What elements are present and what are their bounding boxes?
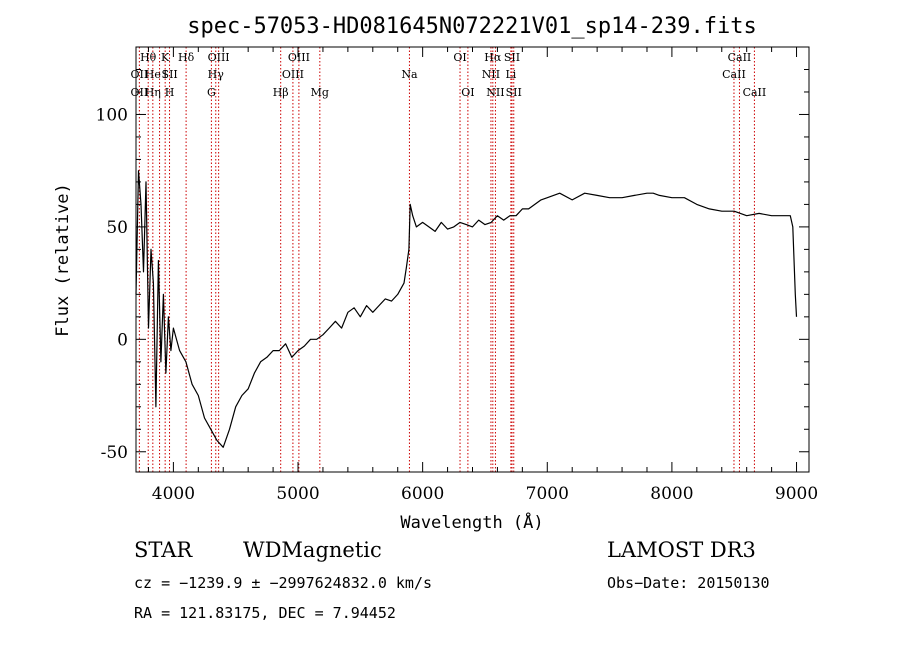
line-label: Hδ — [178, 51, 195, 64]
line-label: OIII — [208, 51, 230, 64]
x-tick-label: 8000 — [650, 484, 693, 504]
y-tick-label: 100 — [96, 105, 128, 125]
line-label: Na — [401, 68, 418, 81]
coordinates: RA = 121.83175, DEC = 7.94452 — [134, 604, 396, 622]
y-tick-label: 0 — [117, 330, 128, 350]
line-label: H — [165, 86, 175, 99]
flux-series — [135, 170, 798, 448]
line-label: OI — [453, 51, 466, 64]
line-label: OII — [131, 86, 149, 99]
line-label: Mg — [311, 86, 329, 99]
line-label: SII — [506, 86, 522, 99]
x-tick-label: 7000 — [526, 484, 569, 504]
line-label: NII — [482, 68, 500, 81]
line-label: OIII — [288, 51, 310, 64]
line-label: OI — [461, 86, 474, 99]
line-label: CaII — [728, 51, 752, 64]
line-label: He — [145, 68, 161, 81]
line-label: Hθ — [140, 51, 157, 64]
x-tick-label: 6000 — [401, 484, 444, 504]
line-label: Li — [505, 68, 516, 81]
line-label: OIII — [282, 68, 304, 81]
line-label: SII — [504, 51, 520, 64]
plot-frame — [135, 46, 810, 473]
x-tick-label: 4000 — [152, 484, 195, 504]
object-class: STAR — [134, 538, 193, 562]
y-axis: -50 0 50 100 — [96, 68, 809, 463]
y-axis-label: Flux (relative) — [53, 183, 73, 337]
line-label: SII — [162, 68, 178, 81]
line-label: Hα — [484, 51, 502, 64]
y-tick-label: 50 — [106, 218, 128, 238]
x-tick-label: 5000 — [276, 484, 319, 504]
line-label: I — [163, 68, 167, 81]
line-label: Hγ — [208, 68, 225, 81]
redshift-text: cz = −1239.9 ± −2997624832.0 km/s — [134, 574, 433, 592]
survey-name: LAMOST DR3 — [607, 538, 756, 562]
x-axis: 4000 5000 6000 7000 8000 9000 — [147, 47, 818, 504]
y-tick-label: -50 — [101, 443, 128, 463]
obs-date: Obs−Date: 20150130 — [607, 574, 770, 592]
object-subclass: WDMagnetic — [243, 538, 382, 562]
line-label: CaII — [722, 68, 746, 81]
line-label: K — [161, 51, 170, 64]
x-tick-label: 9000 — [775, 484, 818, 504]
line-label: Hβ — [273, 86, 289, 99]
spectral-line-markers — [138, 47, 755, 472]
line-label: NII — [486, 86, 504, 99]
line-label: G — [207, 86, 216, 99]
line-label: CaII — [743, 86, 767, 99]
x-axis-label: Wavelength (Å) — [400, 511, 543, 533]
series-line — [135, 170, 798, 448]
chart-title: spec-57053-HD081645N072221V01_sp14-239.f… — [187, 14, 757, 39]
line-label: OII — [131, 68, 149, 81]
line-label: Hη — [145, 86, 161, 99]
